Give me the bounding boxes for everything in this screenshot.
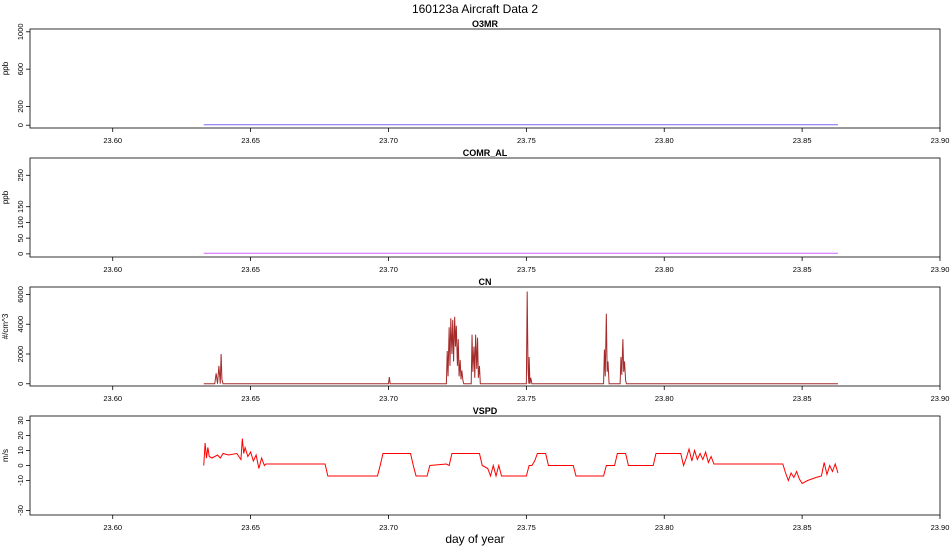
x-tick-label: 23.70 (379, 523, 398, 532)
x-tick-label: 23.65 (241, 265, 260, 274)
x-axis-label: day of year (445, 532, 504, 546)
x-tick-label: 23.75 (517, 265, 536, 274)
panel-2: CN #/cm^3 23.60 23.65 23.70 23.75 23.80 23.85 23… (1, 277, 949, 403)
x-tick-label: 23.60 (103, 136, 122, 145)
y-tick-label: 30 (16, 416, 25, 424)
x-tick-label: 23.85 (793, 136, 812, 145)
x-tick-label: 23.60 (103, 523, 122, 532)
panel-title: COMR_AL (463, 148, 508, 158)
y-axis-label: m/s (1, 449, 10, 462)
y-tick-label: 250 (16, 169, 25, 182)
y-tick-label: -30 (16, 505, 25, 516)
y-tick-label: 150 (16, 200, 25, 213)
y-tick-label: 0 (16, 123, 25, 127)
y-axis-label: ppb (1, 190, 10, 204)
y-tick-label: 1000 (16, 23, 25, 40)
x-tick-label: 23.65 (241, 394, 260, 403)
y-axis-label: ppb (1, 61, 10, 75)
x-tick-label: 23.65 (241, 136, 260, 145)
series-line-0 (203, 291, 838, 385)
x-tick-label: 23.80 (655, 265, 674, 274)
x-tick-label: 23.80 (655, 394, 674, 403)
y-tick-label: 100 (16, 216, 25, 229)
series-line-0 (203, 438, 839, 485)
x-tick-label: 23.80 (655, 523, 674, 532)
panel-title: O3MR (472, 19, 499, 29)
panel-3: VSPD m/s 23.60 23.65 23.70 23.75 23.80 23.85 23.… (1, 406, 949, 532)
plot-frame (29, 286, 941, 387)
x-tick-label: 23.70 (379, 394, 398, 403)
x-tick-label: 23.90 (931, 136, 950, 145)
x-tick-label: 23.70 (379, 136, 398, 145)
x-tick-label: 23.60 (103, 265, 122, 274)
y-tick-label: 2000 (16, 346, 25, 363)
y-tick-label: 0 (16, 252, 25, 256)
x-tick-label: 23.85 (793, 523, 812, 532)
y-tick-label: 20 (16, 431, 25, 439)
x-tick-label: 23.85 (793, 265, 812, 274)
figure-title: 160123a Aircraft Data 2 (412, 2, 538, 16)
x-tick-label: 23.70 (379, 265, 398, 274)
x-tick-label: 23.90 (931, 265, 950, 274)
plot-frame (29, 415, 941, 516)
x-tick-label: 23.65 (241, 523, 260, 532)
y-tick-label: -10 (16, 475, 25, 486)
y-tick-label: 50 (16, 234, 25, 242)
plot-frame (29, 157, 941, 258)
x-tick-label: 23.75 (517, 523, 536, 532)
x-tick-label: 23.90 (931, 394, 950, 403)
x-tick-label: 23.75 (517, 394, 536, 403)
panel-0: O3MR ppb 23.60 23.65 23.70 23.75 23.80 23.85 23.… (1, 19, 949, 145)
y-tick-label: 10 (16, 446, 25, 454)
panel-title: CN (479, 277, 492, 287)
x-tick-label: 23.80 (655, 136, 674, 145)
x-tick-label: 23.75 (517, 136, 536, 145)
x-tick-label: 23.90 (931, 523, 950, 532)
plot-frame (29, 28, 941, 129)
y-axis-label: #/cm^3 (1, 313, 10, 339)
panel-title: VSPD (473, 406, 498, 416)
x-tick-label: 23.85 (793, 394, 812, 403)
y-tick-label: 0 (16, 463, 25, 467)
x-tick-label: 23.60 (103, 394, 122, 403)
y-tick-label: 600 (16, 63, 25, 76)
y-tick-label: 200 (16, 100, 25, 113)
y-tick-label: 6000 (16, 286, 25, 303)
y-tick-label: 4000 (16, 316, 25, 333)
y-tick-label: 0 (16, 382, 25, 386)
